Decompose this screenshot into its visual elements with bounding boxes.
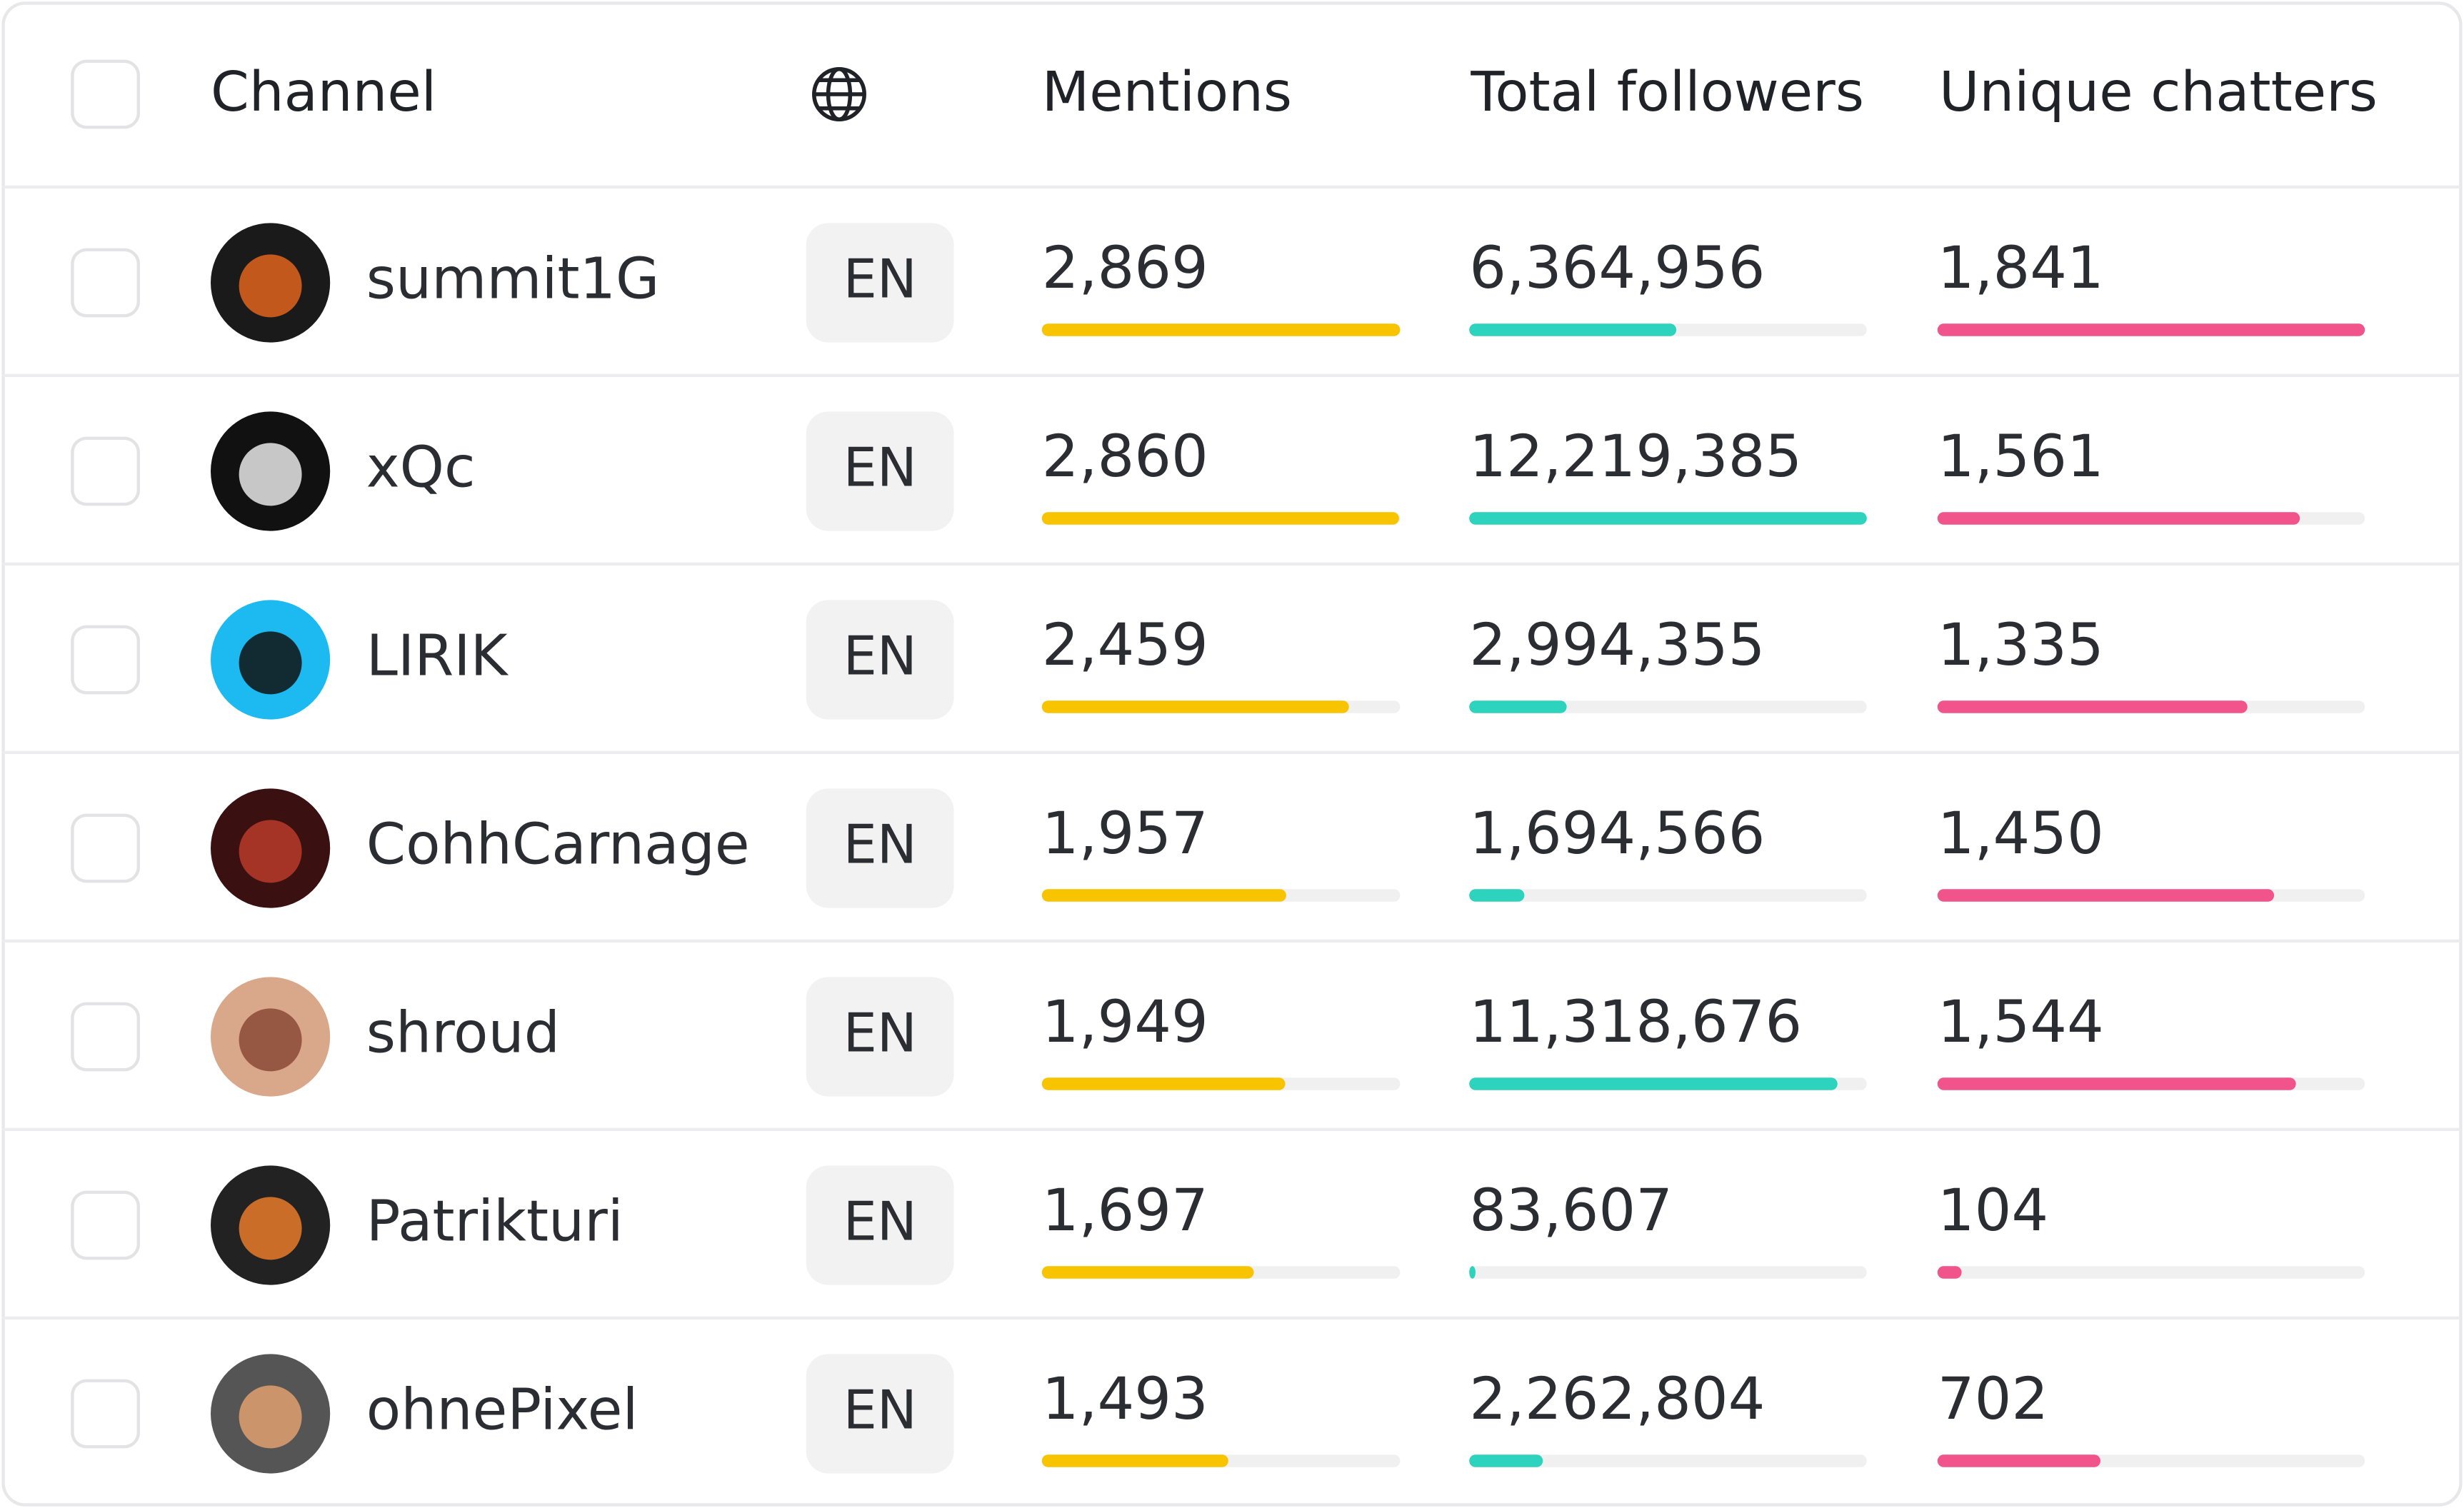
row-checkbox[interactable] <box>71 625 141 695</box>
row-checkbox[interactable] <box>71 813 141 883</box>
chatters-value: 1,335 <box>1938 611 2104 679</box>
followers-bar <box>1469 323 1677 336</box>
channel-name: Patrikturi <box>366 1187 623 1254</box>
channel-name: LIRIK <box>366 622 509 688</box>
header-channel: Channel <box>211 61 436 124</box>
bar-track <box>1469 700 1867 713</box>
chatters-bar <box>1937 1266 1962 1279</box>
row-checkbox[interactable] <box>71 248 141 318</box>
followers-value: 11,318,676 <box>1469 988 1802 1056</box>
channel-name: summit1G <box>366 245 660 311</box>
mentions-value: 1,493 <box>1042 1365 1208 1433</box>
followers-bar <box>1469 512 1867 525</box>
avatar-detail <box>239 1385 302 1449</box>
channel-name: shroud <box>366 999 560 1065</box>
chatters-value: 104 <box>1938 1177 2048 1245</box>
avatar-detail <box>239 631 302 695</box>
header-chatters: Unique chatters <box>1939 61 2378 124</box>
row-checkbox[interactable] <box>71 436 141 506</box>
select-all-checkbox[interactable] <box>71 59 141 129</box>
language-label: EN <box>843 1191 917 1253</box>
avatar-detail <box>239 1197 302 1260</box>
row-checkbox[interactable] <box>71 1379 141 1449</box>
avatar-detail <box>239 254 302 318</box>
chatters-value: 702 <box>1938 1365 2048 1433</box>
language-badge <box>806 411 954 531</box>
followers-bar <box>1469 700 1567 713</box>
bar-track <box>1469 1454 1867 1467</box>
chatters-value: 1,561 <box>1938 423 2104 491</box>
language-badge <box>806 1165 954 1285</box>
bar-track <box>1469 1266 1867 1279</box>
language-label: EN <box>843 814 917 876</box>
avatar-detail <box>239 820 302 883</box>
chatters-bar <box>1937 1077 2296 1090</box>
chatters-value: 1,450 <box>1938 800 2104 868</box>
chatters-bar <box>1937 889 2275 902</box>
avatar-detail <box>239 443 302 506</box>
language-label: EN <box>843 1002 917 1065</box>
followers-bar <box>1469 1266 1476 1279</box>
bar-track <box>1937 1266 2365 1279</box>
language-badge <box>806 788 954 908</box>
language-label: EN <box>843 248 917 311</box>
language-label: EN <box>843 625 917 687</box>
mentions-bar <box>1041 1454 1228 1467</box>
chatters-bar <box>1937 512 2300 525</box>
followers-value: 12,219,385 <box>1469 423 1802 491</box>
bar-track <box>1469 889 1867 902</box>
channel-name: ohnePixel <box>366 1376 638 1442</box>
mentions-bar <box>1041 323 1401 336</box>
mentions-value: 1,697 <box>1042 1177 1208 1245</box>
header-mentions: Mentions <box>1042 61 1292 124</box>
mentions-bar <box>1041 1077 1286 1090</box>
followers-value: 2,994,355 <box>1469 611 1765 679</box>
language-badge <box>806 223 954 343</box>
chatters-bar <box>1937 1454 2100 1467</box>
language-label: EN <box>843 436 917 498</box>
followers-bar <box>1469 889 1525 902</box>
followers-value: 6,364,956 <box>1469 234 1765 302</box>
channel-name: xQc <box>366 433 476 500</box>
mentions-bar <box>1041 512 1399 525</box>
row-checkbox[interactable] <box>71 1002 141 1072</box>
mentions-value: 2,860 <box>1042 423 1208 491</box>
mentions-value: 2,459 <box>1042 611 1208 679</box>
mentions-bar <box>1041 700 1349 713</box>
language-badge <box>806 600 954 720</box>
language-badge <box>806 1354 954 1474</box>
mentions-bar <box>1041 1266 1254 1279</box>
channel-name: CohhCarnage <box>366 810 750 877</box>
chatters-value: 1,544 <box>1938 988 2104 1056</box>
chatters-bar <box>1937 323 2365 336</box>
avatar-detail <box>239 1008 302 1072</box>
header-followers: Total followers <box>1470 61 1864 124</box>
followers-bar <box>1469 1077 1838 1090</box>
followers-value: 1,694,566 <box>1469 800 1765 868</box>
mentions-bar <box>1041 889 1286 902</box>
language-label: EN <box>843 1379 917 1442</box>
mentions-value: 1,949 <box>1042 988 1208 1056</box>
followers-value: 2,262,804 <box>1469 1365 1765 1433</box>
followers-bar <box>1469 1454 1543 1467</box>
chatters-bar <box>1937 700 2248 713</box>
chatters-value: 1,841 <box>1938 234 2104 302</box>
followers-value: 83,607 <box>1469 1177 1673 1245</box>
mentions-value: 2,869 <box>1042 234 1208 302</box>
mentions-value: 1,957 <box>1042 800 1208 868</box>
globe-icon <box>812 67 866 121</box>
row-checkbox[interactable] <box>71 1190 141 1260</box>
language-badge <box>806 977 954 1097</box>
